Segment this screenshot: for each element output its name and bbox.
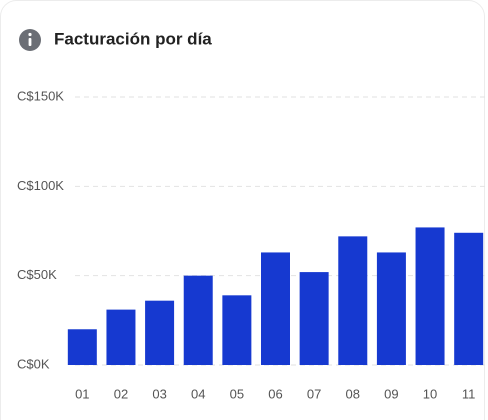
bar xyxy=(454,232,484,365)
x-tick-label: 01 xyxy=(75,386,89,401)
y-tick-label: C$50K xyxy=(17,267,57,282)
x-tick-label: 06 xyxy=(268,386,282,401)
x-tick-label: 02 xyxy=(114,386,128,401)
bar xyxy=(145,300,175,365)
info-icon xyxy=(19,29,41,51)
x-tick-label: 04 xyxy=(191,386,205,401)
chart-title: Facturación por día xyxy=(54,29,212,48)
bar xyxy=(222,295,252,365)
x-tick-label: 07 xyxy=(307,386,321,401)
x-tick-label: 11 xyxy=(462,386,476,401)
x-tick-label: 08 xyxy=(346,386,360,401)
bar xyxy=(415,227,445,365)
x-tick-label: 09 xyxy=(384,386,398,401)
bar xyxy=(338,236,368,365)
x-tick-label: 10 xyxy=(423,386,437,401)
y-tick-label: C$150K xyxy=(17,88,64,103)
bar xyxy=(376,252,406,365)
bar xyxy=(261,252,290,365)
y-tick-label: C$100K xyxy=(17,178,64,193)
bar xyxy=(183,275,213,365)
bar xyxy=(67,329,97,365)
bar xyxy=(106,309,136,365)
x-tick-label: 03 xyxy=(152,386,166,401)
bar xyxy=(299,272,329,365)
y-tick-label: C$0K xyxy=(17,356,50,371)
x-tick-label: 05 xyxy=(230,386,244,401)
